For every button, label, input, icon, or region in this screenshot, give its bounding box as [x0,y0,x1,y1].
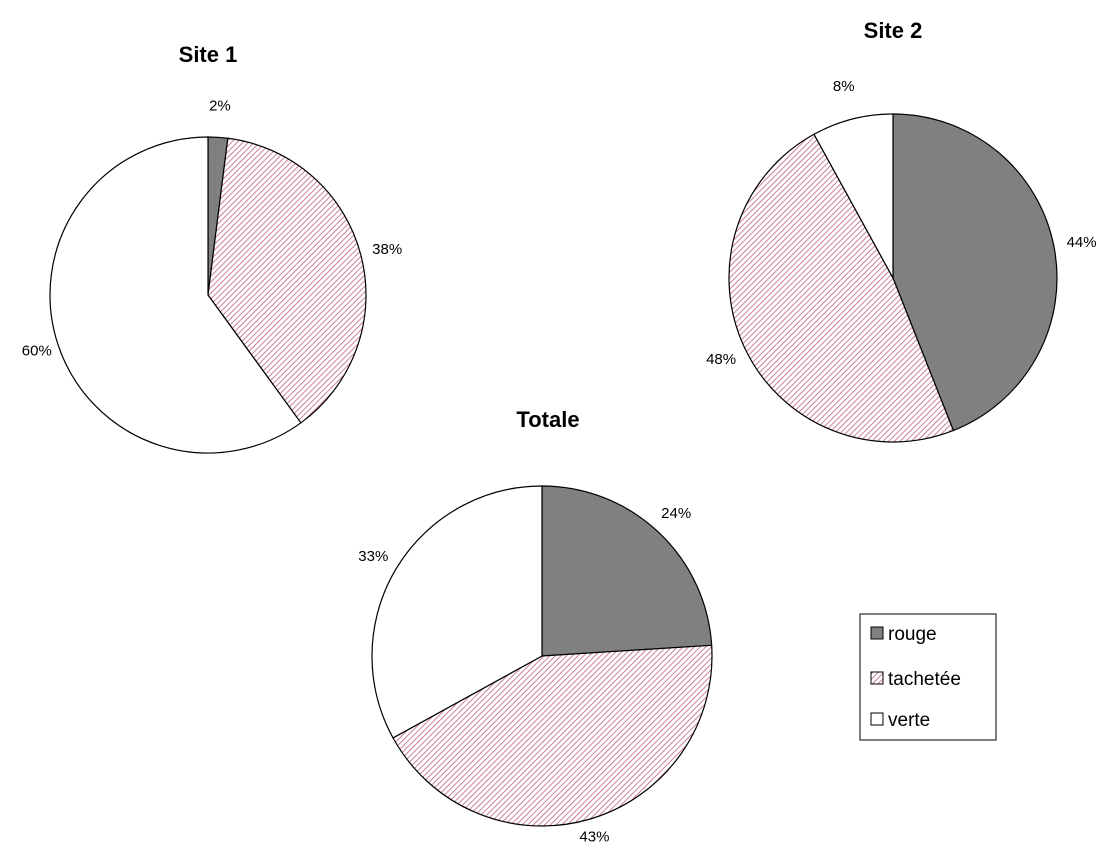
pie-slice-rouge [892,113,1058,432]
chart-title: Site 1 [179,42,238,67]
legend-label: tachetée [888,669,961,690]
slice-label-verte: 60% [22,343,52,360]
pie-slice-tachetee [728,133,955,443]
legend-swatch-verte [870,712,884,726]
pie-chart-site-2: Site 2 44% 48% 8% [706,18,1097,443]
chart-title: Site 2 [864,18,923,43]
pie-slice-rouge [541,485,713,657]
pie-chart-totale: Totale 24% 43% 33% [358,407,713,846]
pie-slice-verte [813,113,894,279]
legend-label: verte [888,710,930,731]
legend-item-verte: verte [870,710,930,731]
legend-item-rouge: rouge [870,624,937,645]
slice-label-rouge: 24% [661,505,691,522]
pie-chart-site-1: Site 1 2% 38% 60% [22,42,402,454]
slice-label-rouge: 44% [1067,234,1097,251]
slice-label-tachetee: 43% [579,829,609,846]
slice-label-rouge: 2% [209,97,231,114]
chart-title: Totale [516,407,579,432]
legend: rouge tachetée verte [859,613,997,741]
legend-swatch-rouge [870,626,884,640]
pie-slice-verte [49,136,302,454]
pie-slice-tachetee [207,137,367,424]
pie-slice-verte [371,485,543,739]
slice-label-verte: 8% [833,78,855,95]
legend-swatch-tachetee [870,671,884,685]
slice-label-tachetee: 38% [372,241,402,258]
pie-slice-tachetee [392,644,713,827]
slice-label-tachetee: 48% [706,351,736,368]
slice-label-verte: 33% [358,548,388,565]
legend-item-tachetee: tachetée [870,669,961,690]
legend-label: rouge [888,624,937,645]
